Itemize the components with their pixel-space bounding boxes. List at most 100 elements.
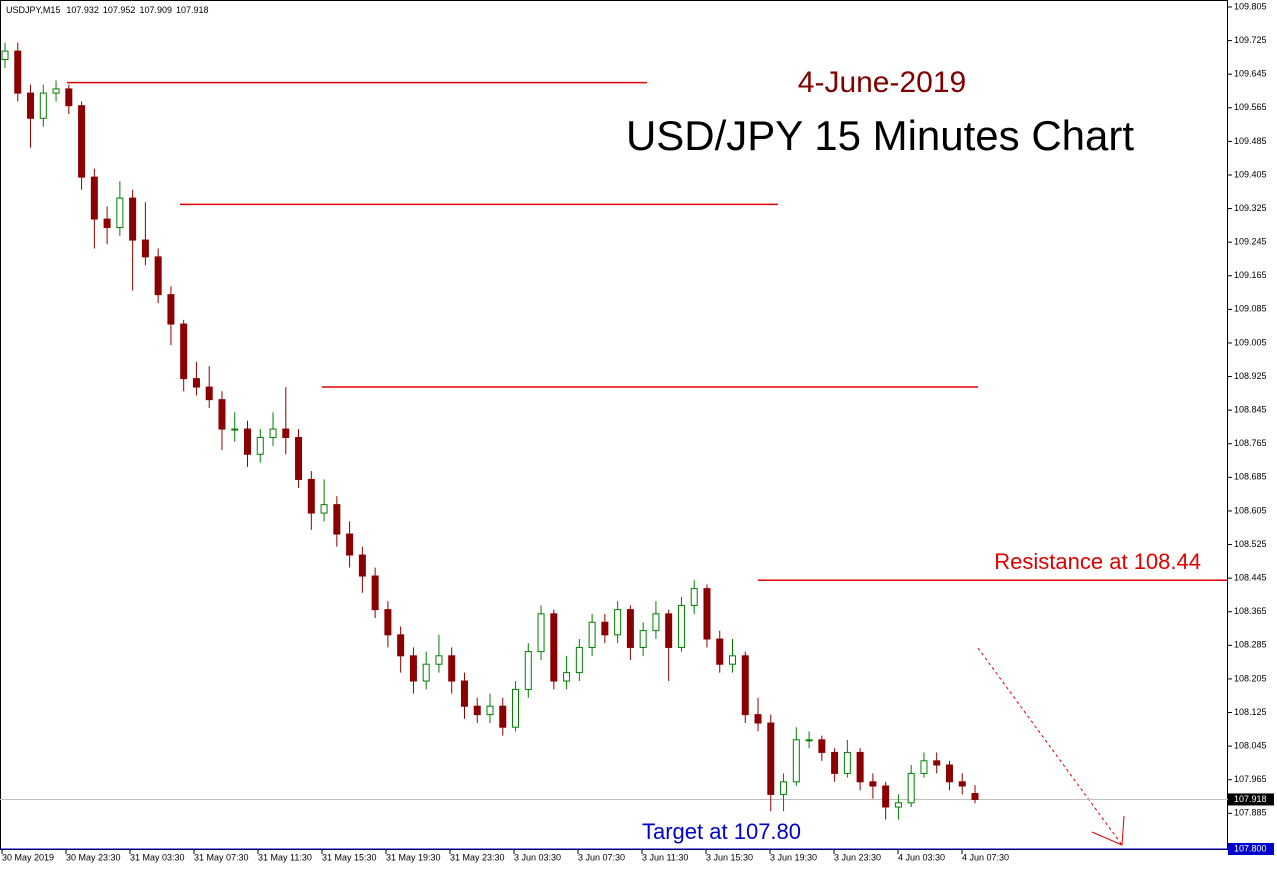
candle-body <box>716 638 724 665</box>
y-tick-label: 109.565 <box>1234 102 1267 112</box>
y-tick-label: 109.005 <box>1234 337 1267 347</box>
candle-body <box>843 751 851 774</box>
y-tick-label: 107.965 <box>1234 774 1267 784</box>
candle-body <box>575 646 583 674</box>
x-tick-label: 3 Jun 15:30 <box>706 852 753 862</box>
arrow-head <box>1091 815 1125 846</box>
candle-body <box>397 634 405 657</box>
x-tick-label: 31 May 19:30 <box>386 852 441 862</box>
candle-body <box>486 705 494 716</box>
candle-body <box>958 781 966 787</box>
x-tick-label: 31 May 15:30 <box>322 852 377 862</box>
candle-body <box>754 714 762 724</box>
x-tick-label: 31 May 03:30 <box>130 852 185 862</box>
candle-body <box>818 739 826 753</box>
candle-body <box>269 428 277 438</box>
candle-body <box>14 50 22 94</box>
chart-title: USD/JPY 15 Minutes Chart <box>626 112 1134 159</box>
x-tick-label: 4 Jun 07:30 <box>962 852 1009 862</box>
candle-body <box>409 655 417 682</box>
y-tick-label: 108.445 <box>1234 573 1267 583</box>
candle-body <box>614 609 622 636</box>
candle-body <box>780 781 788 795</box>
candle-body <box>460 680 468 707</box>
y-tick-label: 109.405 <box>1234 169 1267 179</box>
y-tick-label: 108.845 <box>1234 405 1267 415</box>
candle-body <box>282 428 290 438</box>
header-high: 107.952 <box>103 5 136 15</box>
y-tick-label: 109.485 <box>1234 136 1267 146</box>
candle-body <box>550 613 558 682</box>
candle-body <box>729 655 736 665</box>
target-label: Target at 107.80 <box>642 819 801 844</box>
y-tick-label: 109.085 <box>1234 304 1267 314</box>
y-tick-label: 108.125 <box>1234 707 1267 717</box>
y-tick-label: 108.925 <box>1234 371 1267 381</box>
candle-body <box>371 575 379 611</box>
y-tick-label: 109.725 <box>1234 35 1267 45</box>
x-tick-label: 31 May 11:30 <box>258 852 312 862</box>
y-tick-label: 109.245 <box>1234 237 1267 247</box>
candle-body <box>78 105 86 178</box>
candle-body <box>626 609 634 648</box>
candle-body <box>90 176 98 220</box>
candle-body <box>933 760 941 766</box>
candle-body <box>422 663 430 682</box>
candle-body <box>869 781 877 787</box>
x-tick-label: 3 Jun 07:30 <box>578 852 625 862</box>
candle-body <box>320 504 328 514</box>
y-tick-label: 108.765 <box>1234 438 1267 448</box>
candle-body <box>652 613 660 632</box>
y-tick-label: 108.685 <box>1234 472 1267 482</box>
candle-body <box>882 785 890 808</box>
resistance-label: Resistance at 108.44 <box>994 549 1201 574</box>
candle-body <box>129 197 137 241</box>
candle-body <box>52 88 60 94</box>
x-tick-label: 3 Jun 19:30 <box>770 852 817 862</box>
target-box <box>1228 843 1274 855</box>
candle-body <box>39 92 47 119</box>
candle-body <box>244 428 251 455</box>
candle-body <box>601 621 609 636</box>
header-close: 107.918 <box>176 5 209 15</box>
candle-body <box>346 533 354 556</box>
y-tick-label: 109.805 <box>1234 1 1267 11</box>
candle-body <box>295 436 303 480</box>
candle-body <box>256 436 264 455</box>
candle-body <box>205 386 213 401</box>
candle-body <box>512 688 520 728</box>
candle-body <box>27 92 35 119</box>
x-tick-label: 31 May 07:30 <box>194 852 249 862</box>
candle-body <box>894 802 902 808</box>
subtitle: 4-June-2019 <box>798 66 966 99</box>
header: USDJPY,M15 107.932 107.952 107.909 107.918 <box>6 5 209 15</box>
candle-body <box>665 613 673 648</box>
candle-body <box>792 739 800 783</box>
candle-body <box>499 705 507 728</box>
candle-body <box>1 50 9 60</box>
candle-body <box>448 655 456 682</box>
candle-body <box>945 764 953 783</box>
x-tick-label: 3 Jun 11:30 <box>642 852 688 862</box>
candle-body <box>703 588 711 640</box>
candle-body <box>537 613 545 653</box>
y-tick-label: 108.605 <box>1234 505 1267 515</box>
candle-body <box>116 197 124 228</box>
candle-body <box>741 655 749 716</box>
target-price-label: 107.800 <box>1234 843 1267 853</box>
candle-body <box>65 88 73 107</box>
candle-body <box>677 604 685 648</box>
candle-body <box>588 621 596 648</box>
candle-body <box>103 218 111 228</box>
candle-body <box>767 722 775 795</box>
header-open: 107.932 <box>66 5 99 15</box>
y-tick-label: 108.205 <box>1234 673 1267 683</box>
candle-body <box>831 751 839 774</box>
candle-body <box>639 630 647 648</box>
x-tick-label: 3 Jun 03:30 <box>514 852 561 862</box>
y-tick-label: 109.325 <box>1234 203 1267 213</box>
candle-body <box>524 651 532 690</box>
candle-body <box>563 672 571 682</box>
candle-body <box>907 772 915 804</box>
